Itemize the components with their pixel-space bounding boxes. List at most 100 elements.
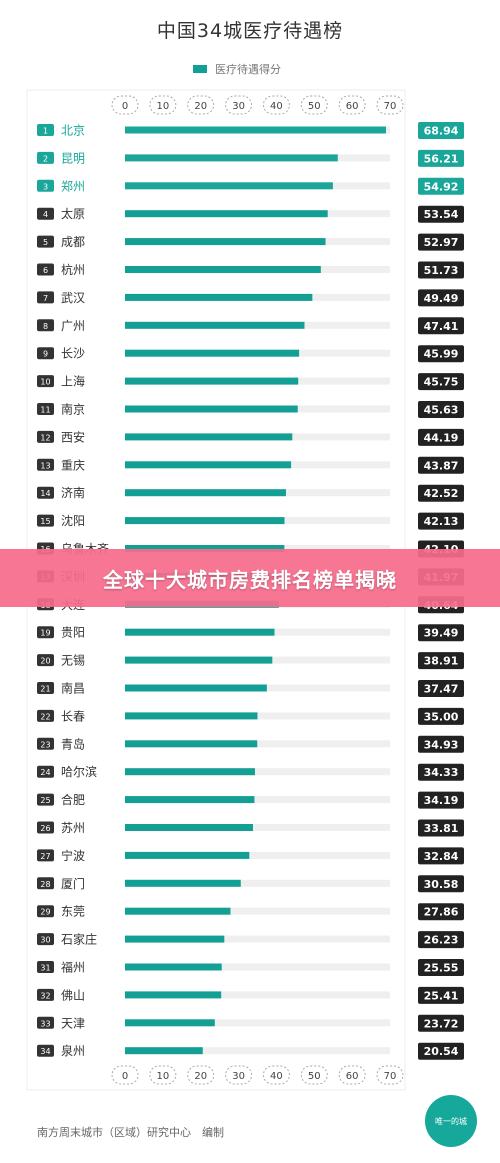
city-label: 石家庄 <box>61 932 97 947</box>
bar-track <box>125 851 390 859</box>
value-label: 23.72 <box>424 1017 459 1030</box>
city-label: 佛山 <box>61 988 85 1002</box>
bar <box>125 293 313 301</box>
rank-number: 15 <box>40 517 50 526</box>
city-label: 成都 <box>61 235 85 249</box>
rank-badge <box>37 654 54 667</box>
bar-track <box>125 1047 390 1055</box>
banner-text: 全球十大城市房费排名榜单揭晓 <box>103 567 397 592</box>
value-label: 52.97 <box>424 236 459 249</box>
rank-number: 7 <box>43 294 48 303</box>
rank-badge <box>37 430 54 443</box>
city-label: 郑州 <box>61 178 85 193</box>
rank-badge <box>37 1016 54 1029</box>
value-label: 30.58 <box>424 878 459 891</box>
rank-badge <box>37 151 54 164</box>
rank-number: 8 <box>43 322 48 331</box>
city-label: 南京 <box>61 402 85 417</box>
rank-badge <box>37 207 54 220</box>
value-badge <box>418 707 464 725</box>
value-badge <box>418 261 464 279</box>
rank-number: 6 <box>43 266 48 275</box>
rank-number: 9 <box>43 350 48 359</box>
bar <box>125 126 386 134</box>
bar <box>125 879 241 887</box>
bottom-tick-label: 10 <box>156 1071 169 1082</box>
legend-swatch <box>193 65 207 73</box>
value-label: 27.86 <box>424 906 459 919</box>
rank-number: 29 <box>40 908 50 917</box>
bar-track <box>125 796 390 804</box>
rank-badge <box>37 961 54 973</box>
overlay-banner[interactable]: 全球十大城市房费排名榜单揭晓 <box>0 549 500 607</box>
city-label: 南昌 <box>61 681 85 696</box>
rank-number: 33 <box>40 1019 50 1028</box>
bottom-tick-label: 70 <box>384 1071 397 1082</box>
rank-number: 21 <box>40 685 50 694</box>
tick-pill <box>149 1065 177 1085</box>
city-label: 泉州 <box>61 1044 85 1058</box>
top-tick-label: 40 <box>270 101 283 112</box>
bar <box>125 238 326 246</box>
value-label: 34.93 <box>424 738 459 751</box>
value-badge <box>418 317 464 335</box>
city-label: 东莞 <box>61 905 85 919</box>
bottom-tick-label: 20 <box>194 1071 207 1082</box>
value-badge <box>418 289 464 307</box>
rank-badge <box>37 849 54 862</box>
value-badge <box>418 680 464 697</box>
rank-number: 28 <box>40 880 50 889</box>
value-badge <box>418 847 464 865</box>
rank-badge <box>37 375 54 388</box>
tick-pill <box>262 95 290 115</box>
city-label: 厦门 <box>61 876 85 891</box>
rank-number: 27 <box>40 852 50 861</box>
value-label: 47.41 <box>424 320 459 333</box>
rank-badge <box>37 235 54 248</box>
rank-badge <box>37 124 54 136</box>
bar <box>125 740 258 748</box>
top-tick-label: 0 <box>122 101 128 112</box>
city-label: 广州 <box>61 319 85 333</box>
value-badge <box>418 233 464 251</box>
value-label: 43.87 <box>424 459 459 472</box>
bar <box>125 963 222 971</box>
rank-number: 13 <box>40 461 50 470</box>
top-tick-label: 60 <box>346 101 359 112</box>
value-badge <box>418 149 464 167</box>
bar-track <box>125 824 390 831</box>
value-label: 49.49 <box>424 292 459 305</box>
top-tick-label: 10 <box>156 101 169 112</box>
tick-pill <box>376 1065 404 1085</box>
rank-badge <box>37 179 54 192</box>
rank-number: 23 <box>40 740 50 749</box>
bar <box>125 768 255 776</box>
top-tick-label: 20 <box>194 101 207 112</box>
bar <box>125 684 267 692</box>
city-label: 长沙 <box>61 347 85 361</box>
value-label: 45.99 <box>424 348 459 361</box>
brand-logo: 唯一的城 <box>425 1095 477 1147</box>
rank-number: 20 <box>40 657 50 666</box>
rank-badge <box>37 988 54 1001</box>
city-label: 济南 <box>61 485 85 500</box>
rank-number: 11 <box>40 406 50 415</box>
value-label: 53.54 <box>424 208 459 221</box>
bar <box>125 154 338 162</box>
bar-track <box>125 768 390 776</box>
bar-track <box>125 879 390 887</box>
value-label: 32.84 <box>424 850 459 863</box>
city-label: 贵阳 <box>61 626 85 640</box>
rank-number: 14 <box>40 489 50 498</box>
city-label: 西安 <box>61 429 85 444</box>
rank-number: 5 <box>43 238 48 247</box>
value-label: 25.55 <box>424 962 459 975</box>
value-badge <box>418 1042 464 1060</box>
rank-number: 24 <box>40 768 50 777</box>
value-label: 25.41 <box>424 989 459 1002</box>
bar <box>125 433 293 441</box>
value-label: 34.33 <box>424 766 459 779</box>
bottom-tick-label: 0 <box>122 1071 128 1082</box>
top-tick-label: 50 <box>308 101 321 112</box>
